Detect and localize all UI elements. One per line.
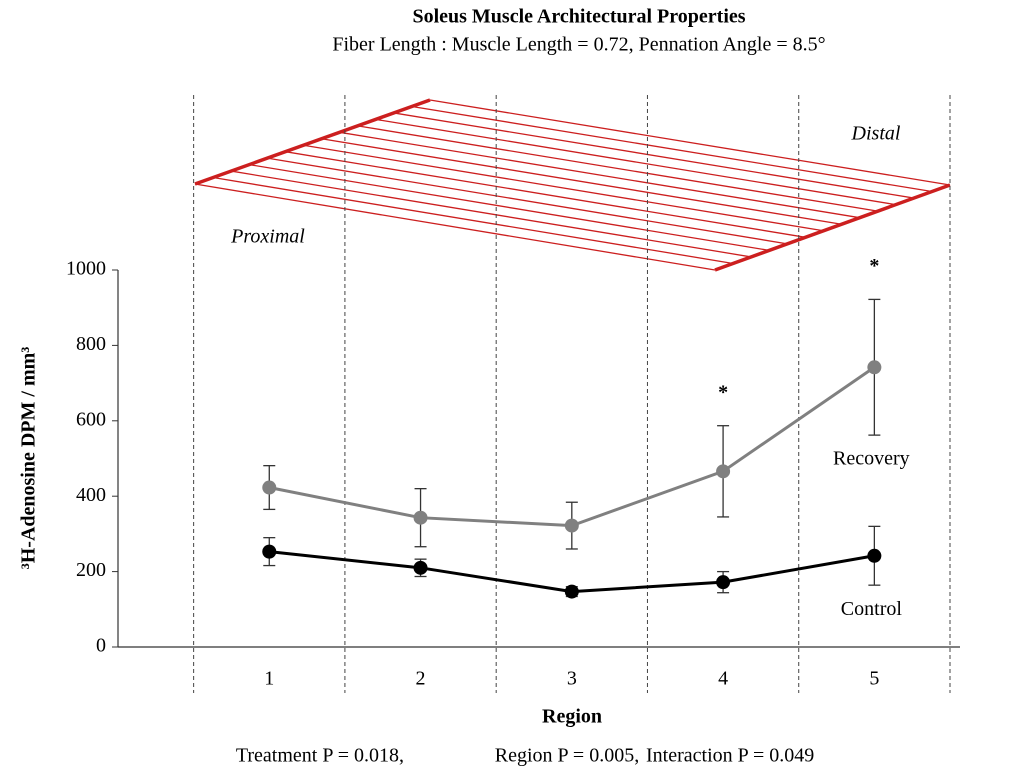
proximal-label: Proximal: [230, 226, 305, 248]
data-point: [414, 511, 428, 525]
footnote: Region P = 0.005,: [495, 745, 639, 767]
data-point: [565, 585, 579, 599]
fiber: [213, 178, 733, 264]
x-axis-title: Region: [542, 706, 602, 728]
y-tick-label: 1000: [66, 258, 106, 280]
fiber: [394, 113, 914, 198]
y-tick-label: 400: [76, 484, 106, 506]
data-point: [262, 545, 276, 559]
x-tick-label: 4: [718, 668, 728, 690]
x-tick-label: 2: [416, 668, 426, 690]
x-tick-label: 1: [264, 668, 274, 690]
series-label: Control: [841, 598, 903, 620]
data-point: [716, 464, 730, 478]
x-tick-label: 5: [869, 668, 879, 690]
fiber: [231, 171, 751, 257]
y-tick-label: 600: [76, 408, 106, 430]
data-point: [414, 561, 428, 575]
chart: Soleus Muscle Architectural Properties F…: [0, 0, 1017, 778]
significance-marker: *: [869, 255, 879, 277]
fiber: [285, 152, 805, 238]
data-point: [262, 481, 276, 495]
data-point: [867, 360, 881, 374]
fiber: [376, 119, 896, 204]
chart-subtitle: Fiber Length : Muscle Length = 0.72, Pen…: [332, 34, 825, 56]
fiber: [412, 106, 932, 191]
muscle-diagram: [195, 100, 950, 270]
data-point: [867, 549, 881, 563]
footnote: Treatment P = 0.018,: [236, 745, 404, 767]
fiber: [340, 132, 860, 217]
fiber: [358, 126, 878, 211]
y-axis-title: ³H-Adenosine DPM / mm³: [18, 347, 40, 570]
chart-title: Soleus Muscle Architectural Properties: [412, 6, 745, 28]
distal-label: Distal: [851, 123, 901, 145]
aponeurosis: [715, 185, 950, 270]
fiber: [322, 139, 842, 224]
significance-marker: *: [718, 381, 728, 403]
data-point: [716, 575, 730, 589]
y-tick-label: 800: [76, 333, 106, 355]
y-tick-label: 200: [76, 559, 106, 581]
data-point: [565, 519, 579, 533]
series-label: Recovery: [833, 448, 910, 470]
fiber: [249, 165, 769, 251]
fiber: [303, 145, 823, 231]
footnote: Interaction P = 0.049: [646, 745, 814, 767]
y-tick-label: 0: [96, 635, 106, 657]
x-tick-label: 3: [567, 668, 577, 690]
